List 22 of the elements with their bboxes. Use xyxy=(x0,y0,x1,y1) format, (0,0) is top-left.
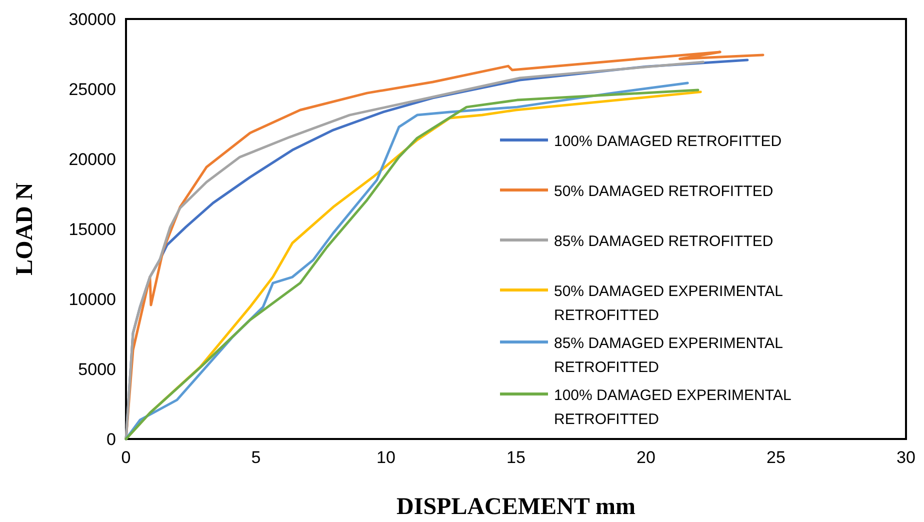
x-tick-label: 5 xyxy=(251,448,261,467)
x-tick-label: 10 xyxy=(376,448,396,467)
x-axis-title: DISPLACEMENT mm xyxy=(396,494,636,520)
y-tick-label: 5000 xyxy=(78,360,116,379)
x-tick-label: 0 xyxy=(121,448,131,467)
y-tick-label: 30000 xyxy=(68,10,116,29)
y-tick-label: 10000 xyxy=(68,290,116,309)
legend-label: 85% DAMAGED RETROFITTED xyxy=(554,233,774,250)
legend-label: 50% DAMAGED RETROFITTED xyxy=(554,183,774,200)
x-tick-label: 20 xyxy=(636,448,656,467)
legend-label: 100% DAMAGED RETROFITTED xyxy=(554,133,782,150)
y-tick-label: 25000 xyxy=(68,80,116,99)
y-axis-title: LOAD N xyxy=(12,182,38,276)
x-tick-label: 15 xyxy=(506,448,526,467)
x-tick-label: 30 xyxy=(896,448,916,467)
legend-label: 50% DAMAGED EXPERIMENTAL RETROFITTED xyxy=(554,283,783,324)
y-tick-label: 20000 xyxy=(68,150,116,169)
legend-label: 85% DAMAGED EXPERIMENTAL RETROFITTED xyxy=(554,335,783,376)
y-tick-label: 0 xyxy=(106,430,116,449)
y-tick-label: 15000 xyxy=(68,220,116,239)
x-tick-label: 25 xyxy=(766,448,786,467)
legend-label: 100% DAMAGED EXPERIMENTAL RETROFITTED xyxy=(554,387,792,428)
